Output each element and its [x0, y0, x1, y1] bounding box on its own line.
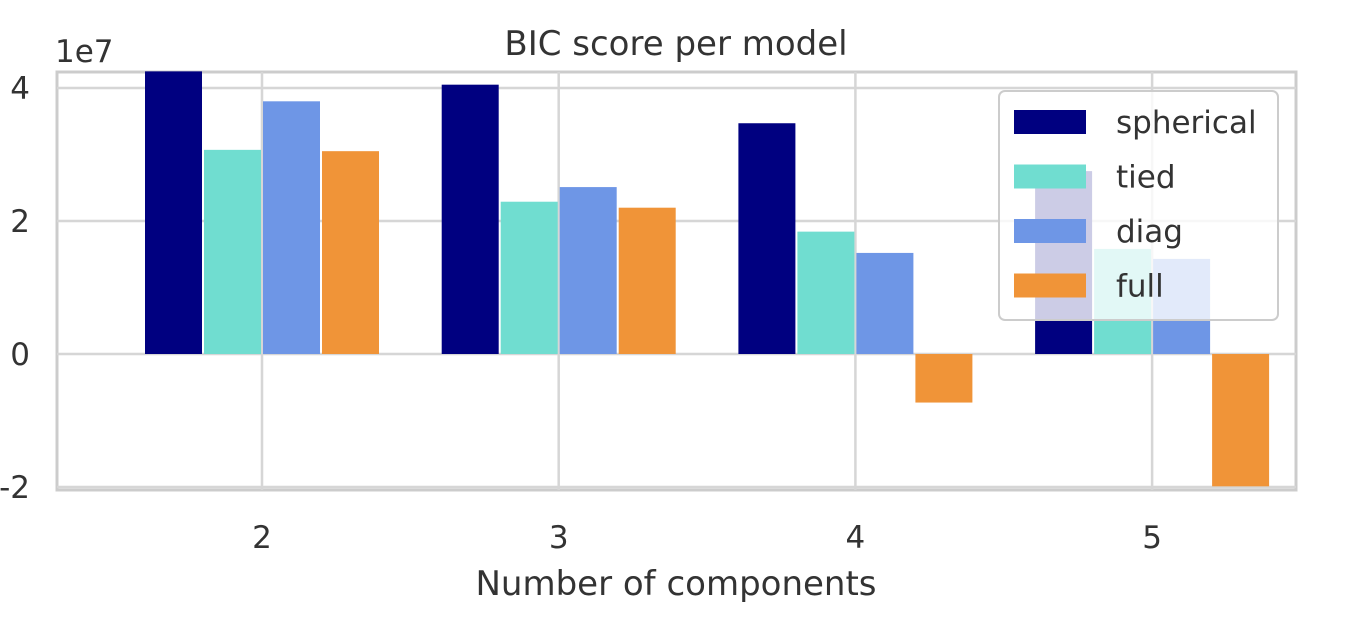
x-tick-label: 4 — [846, 520, 866, 556]
bar-tied-4 — [797, 231, 855, 354]
bar-spherical-2 — [145, 71, 202, 354]
y-tick-label: 0 — [10, 337, 30, 373]
legend-swatch-full — [1014, 273, 1086, 298]
bar-tied-2 — [204, 149, 261, 354]
bar-spherical-3 — [441, 84, 499, 355]
bar-full-4 — [915, 354, 973, 403]
legend-label-full: full — [1116, 269, 1164, 305]
y-tick-label: -2 — [0, 470, 30, 506]
legend-swatch-tied — [1014, 164, 1086, 189]
y-offset-label: 1e7 — [55, 34, 114, 70]
bar-full-5 — [1212, 354, 1270, 487]
bar-diag-3 — [559, 187, 617, 354]
bar-tied-3 — [500, 201, 558, 354]
chart-title: BIC score per model — [504, 24, 847, 64]
bar-full-2 — [322, 151, 379, 354]
y-tick-label: 2 — [10, 204, 30, 240]
bar-diag-4 — [856, 252, 914, 354]
x-tick-label: 2 — [252, 520, 272, 556]
x-axis-label: Number of components — [475, 564, 876, 604]
legend-label-diag: diag — [1116, 214, 1183, 250]
legend: spherical tied diag full — [998, 90, 1279, 321]
x-tick-labels: 2 3 4 5 — [252, 520, 1162, 556]
legend-swatch-spherical — [1014, 110, 1086, 134]
x-tick-label: 3 — [549, 520, 569, 556]
bar-spherical-4 — [738, 123, 796, 355]
y-tick-labels: -2 0 2 4 — [0, 71, 30, 506]
legend-box — [998, 90, 1279, 321]
x-tick-label: 5 — [1142, 520, 1162, 556]
bar-full-3 — [618, 207, 676, 354]
legend-label-tied: tied — [1116, 160, 1176, 196]
y-tick-label: 4 — [10, 71, 30, 107]
legend-label-spherical: spherical — [1116, 105, 1257, 141]
bar-diag-2 — [263, 101, 320, 354]
legend-swatch-diag — [1014, 219, 1086, 243]
